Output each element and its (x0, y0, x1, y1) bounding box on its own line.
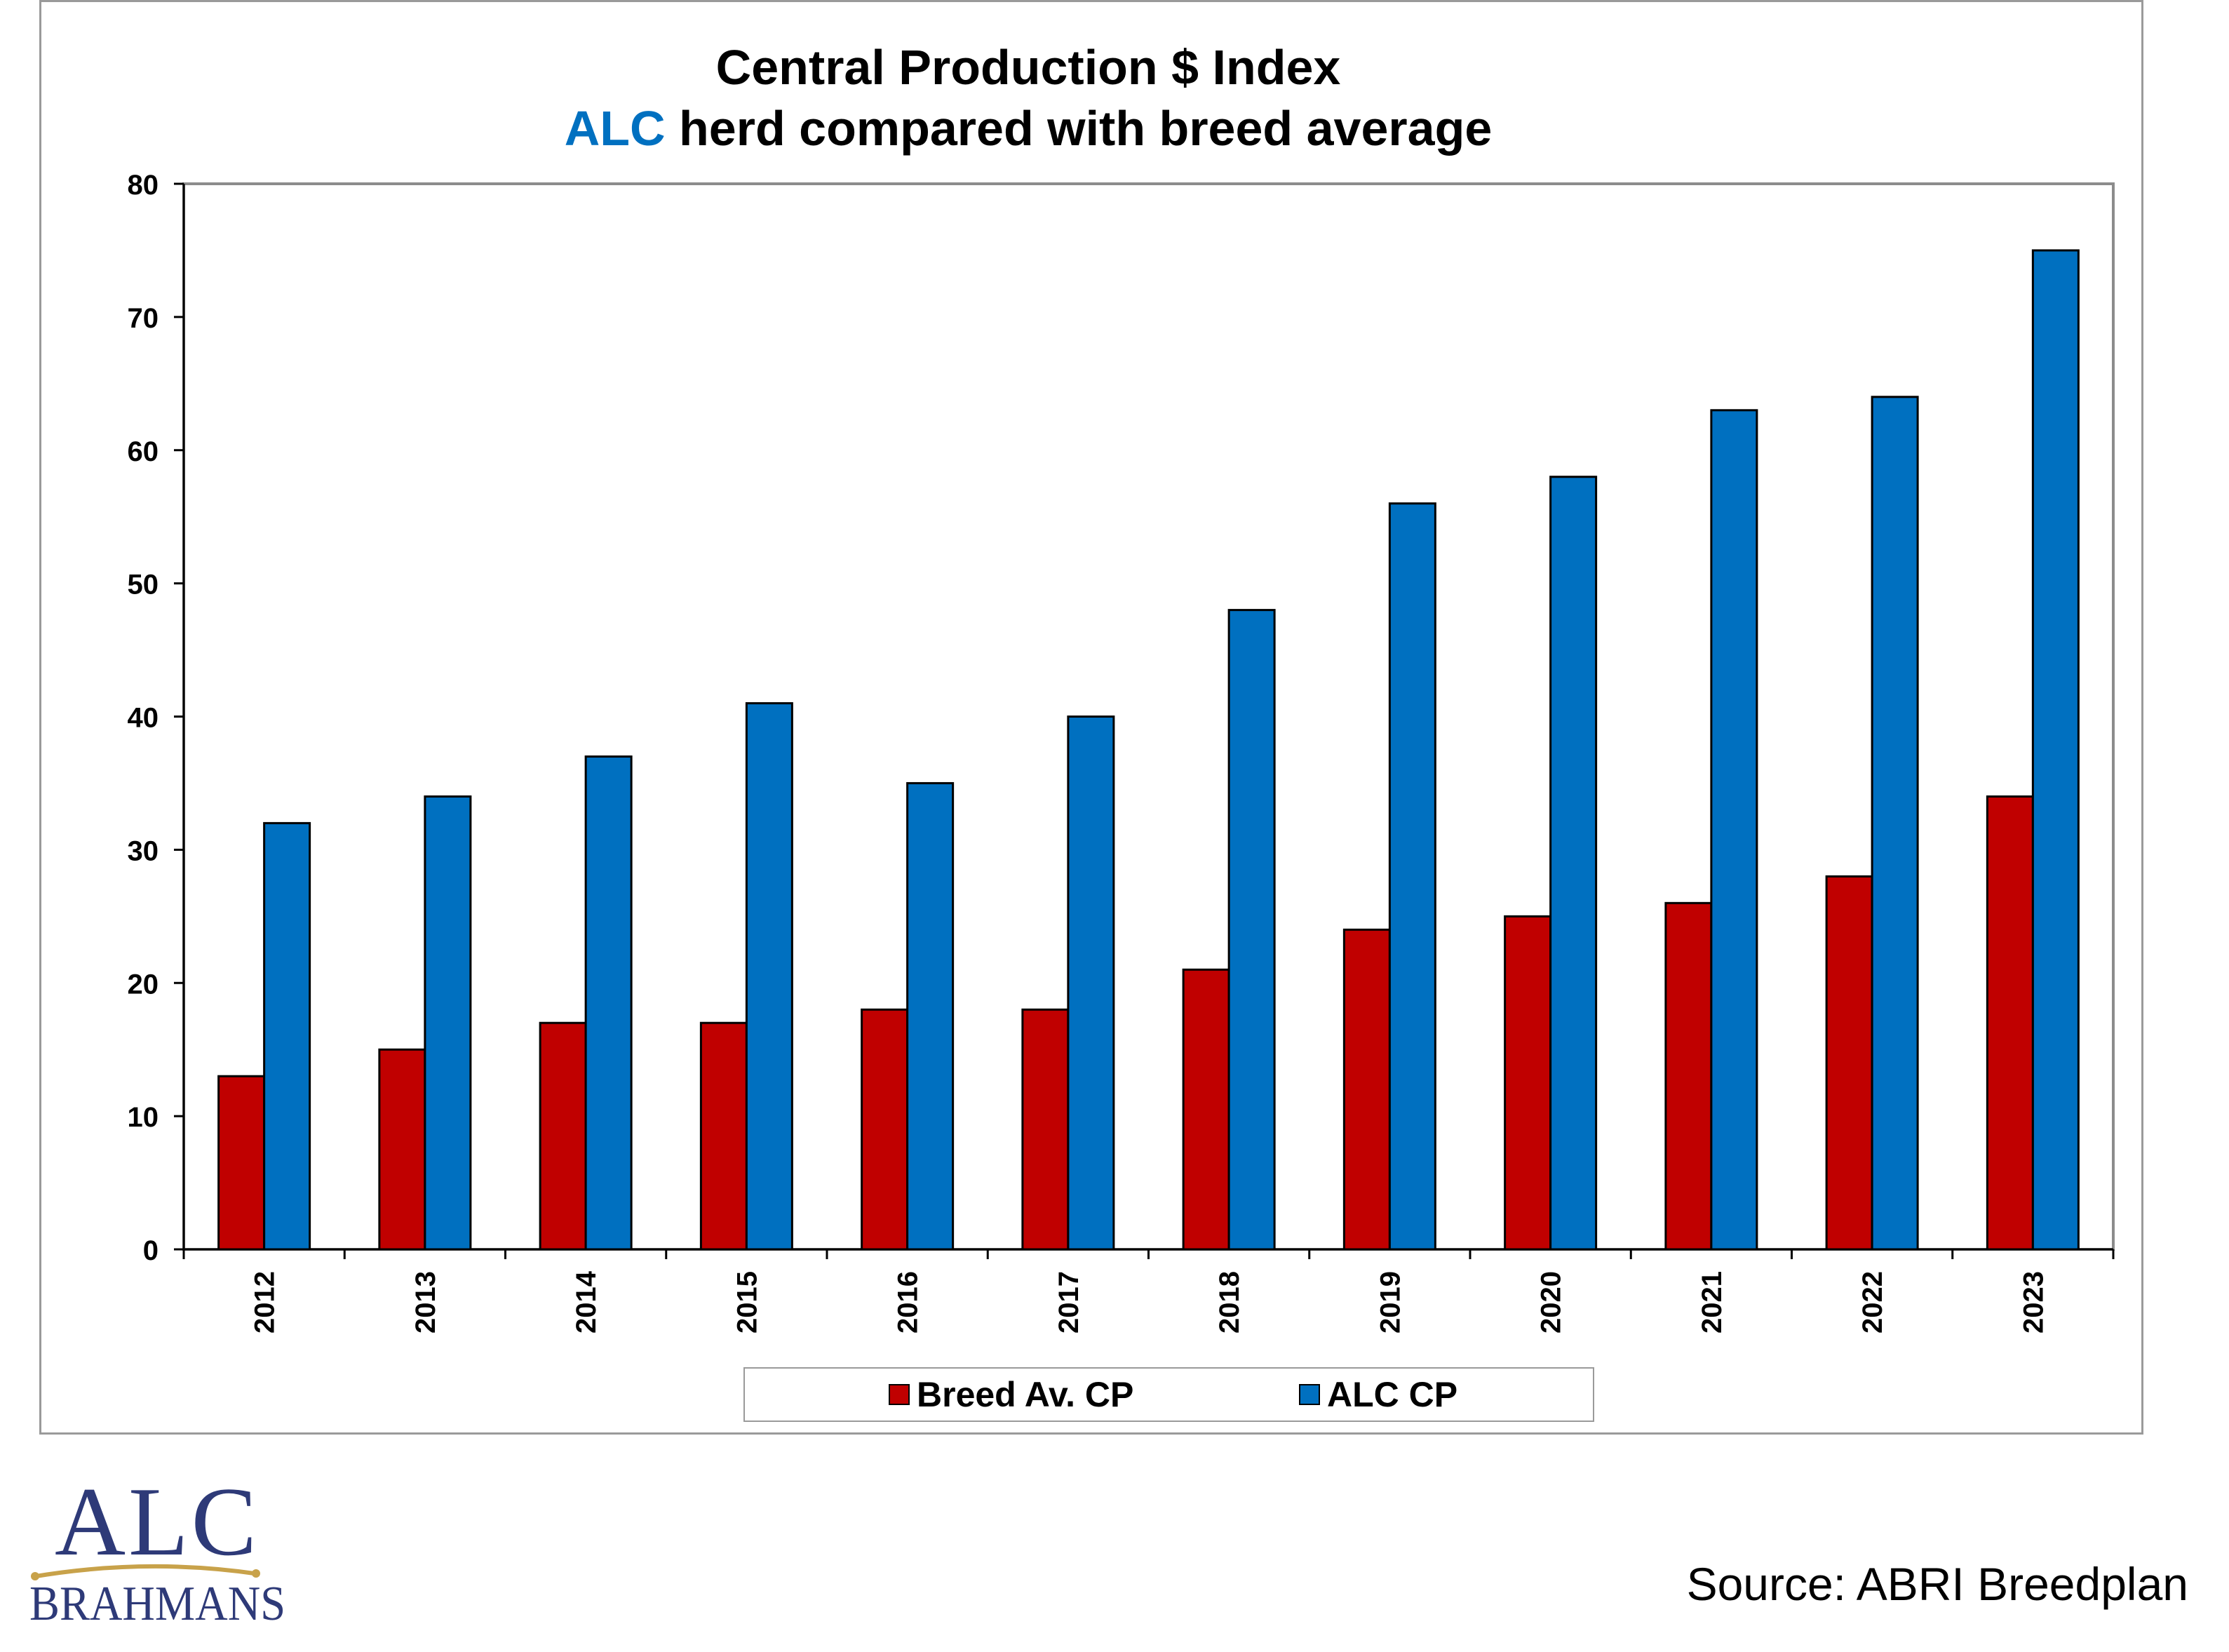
bar-breed-2022 (1825, 875, 1873, 1251)
source-note: Source: ABRI Breedplan (1686, 1558, 2188, 1610)
chart-title-line1: Central Production $ Index (716, 40, 1341, 95)
y-tick-label-30: 30 (128, 835, 159, 866)
chart-title-accent: ALC (565, 101, 666, 156)
legend-item-breed: Breed Av. CP (889, 1369, 1133, 1421)
x-tick-label-2013: 2013 (410, 1271, 441, 1334)
y-tick-label-40: 40 (128, 703, 159, 734)
x-tick-label-2017: 2017 (1053, 1271, 1084, 1334)
legend-item-alc: ALC CP (1299, 1369, 1457, 1421)
bar-breed-2023 (1986, 795, 2034, 1251)
bar-alc-2015 (745, 702, 793, 1251)
bar-alc-2019 (1388, 502, 1436, 1251)
bar-breed-2016 (861, 1008, 909, 1251)
y-tick-label-10: 10 (128, 1102, 159, 1133)
x-tick-label-2014: 2014 (571, 1270, 602, 1334)
y-tick-label-20: 20 (128, 969, 159, 1000)
chart-title-line2: ALC herd compared with breed average (565, 101, 1493, 156)
y-tick-label-70: 70 (128, 303, 159, 334)
bar-alc-2017 (1067, 716, 1115, 1251)
bar-alc-2018 (1227, 609, 1276, 1251)
logo-text-alc: ALC (55, 1468, 260, 1576)
bar-alc-2012 (263, 821, 311, 1251)
chart-title-rest: herd compared with breed average (666, 101, 1493, 156)
bar-alc-2021 (1710, 409, 1758, 1251)
bar-alc-2016 (906, 781, 955, 1251)
axes-group: 0 10 20 30 40 50 60 70 80 2012 2013 2014 2015 2016 201… (128, 170, 2115, 1334)
logo-text-brahmans: BRAHMANS (29, 1577, 286, 1631)
y-tick-label-60: 60 (128, 436, 159, 467)
bar-breed-2013 (378, 1048, 426, 1251)
y-tick-label-0: 0 (143, 1235, 159, 1266)
bar-breed-2017 (1021, 1008, 1070, 1251)
bar-alc-2020 (1549, 476, 1598, 1251)
legend-swatch-breed (889, 1384, 910, 1405)
x-tick-label-2016: 2016 (893, 1271, 924, 1334)
bar-breed-2021 (1664, 901, 1713, 1251)
legend: Breed Av. CP ALC CP (743, 1367, 1594, 1422)
bar-breed-2018 (1182, 968, 1230, 1251)
bar-alc-2013 (424, 795, 472, 1251)
logo-swoosh-icon (31, 1564, 260, 1580)
legend-swatch-alc (1299, 1384, 1320, 1405)
x-tick-label-2022: 2022 (1857, 1271, 1888, 1334)
y-tick-label-50: 50 (128, 570, 159, 600)
bar-alc-2022 (1871, 396, 1919, 1251)
alc-brahmans-logo (21, 1452, 288, 1641)
legend-label-breed: Breed Av. CP (917, 1375, 1134, 1414)
bar-breed-2020 (1504, 915, 1552, 1251)
x-tick-label-2018: 2018 (1214, 1271, 1245, 1334)
y-tick-label-80: 80 (128, 170, 159, 201)
x-tick-label-2020: 2020 (1536, 1271, 1567, 1334)
bar-breed-2015 (699, 1021, 748, 1251)
x-tick-label-2019: 2019 (1375, 1271, 1406, 1334)
bar-alc-2014 (584, 755, 633, 1251)
bar-alc-2023 (2031, 249, 2080, 1251)
x-tick-label-2023: 2023 (2018, 1271, 2049, 1334)
bar-breed-2019 (1342, 928, 1391, 1251)
bars-group (217, 249, 2080, 1251)
legend-label-alc: ALC CP (1327, 1375, 1458, 1414)
x-tick-label-2015: 2015 (732, 1271, 762, 1334)
bar-breed-2014 (539, 1021, 587, 1251)
bar-breed-2012 (217, 1075, 266, 1251)
x-tick-label-2012: 2012 (250, 1271, 281, 1334)
plot-area (182, 182, 2115, 1251)
x-tick-label-2021: 2021 (1697, 1271, 1728, 1334)
